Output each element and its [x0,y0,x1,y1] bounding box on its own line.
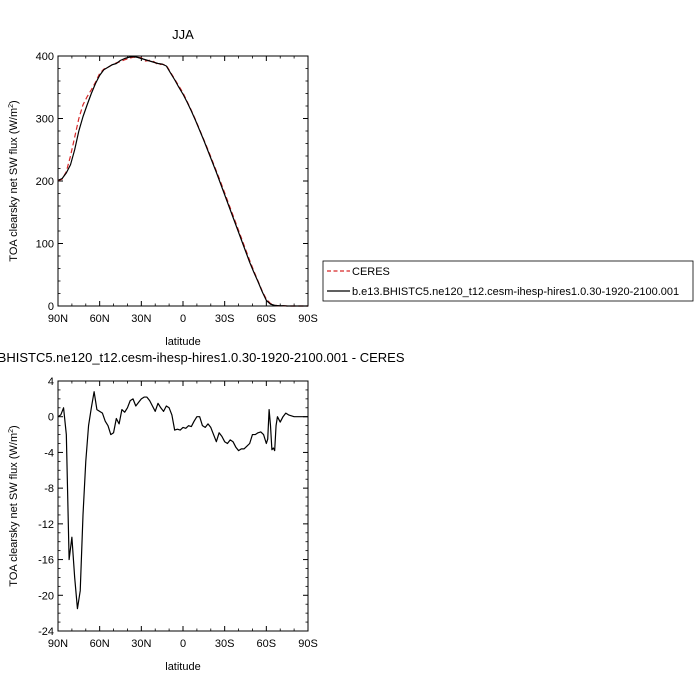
bottom-xtick-label: 90S [298,638,318,650]
legend-label-model: b.e13.BHISTC5.ne120_t12.cesm-ihesp-hires… [352,286,679,298]
bottom-axis-ticks: 90N 60N 30N 0 30S 60S 90S 4 0 -4 -8 -12 -16 -20 -24 [38,376,318,650]
bottom-ytick-label: -8 [44,483,54,495]
bottom-ytick-label: 4 [48,376,54,388]
bottom-ytick-label: -16 [38,555,54,567]
top-ytick-label: 300 [36,114,54,126]
top-title: JJA [172,27,194,42]
top-xtick-label: 60N [90,313,110,325]
bottom-ytick-label: -12 [38,519,54,531]
top-panel: JJA 90N 60N 30N 0 30S 60S 90S 0 100 200 300 400 lat… [8,27,694,348]
top-xtick-label: 60S [257,313,277,325]
bottom-ytick-label: -24 [38,626,54,638]
bottom-ylabel: TOA clearsky net SW flux (W/m2) [8,425,20,586]
bottom-panel: b.e13.BHISTC5.ne120_t12.cesm-ihesp-hires… [0,350,405,673]
top-ytick-label: 200 [36,176,54,188]
bottom-xlabel: latitude [165,661,200,673]
top-xtick-label: 90S [298,313,318,325]
top-ytick-label: 0 [48,301,54,313]
bottom-series-line-0 [57,391,308,610]
top-axis-ticks: 90N 60N 30N 0 30S 60S 90S 0 100 200 300 400 [36,51,318,325]
bottom-ytick-label: -20 [38,590,54,602]
bottom-xtick-label: 0 [180,638,186,650]
legend-label-ceres: CERES [352,266,390,278]
top-ylabel: TOA clearsky net SW flux (W/m2) [8,100,20,261]
bottom-series-layer [57,391,308,610]
top-xlabel: latitude [165,336,200,348]
top-ytick-label: 100 [36,239,54,251]
top-xtick-label: 90N [48,313,68,325]
bottom-xtick-label: 60N [90,638,110,650]
bottom-title: b.e13.BHISTC5.ne120_t12.cesm-ihesp-hires… [0,350,405,365]
top-series-line-1 [57,56,308,307]
bottom-xtick-label: 30S [215,638,235,650]
bottom-xtick-label: 60S [257,638,277,650]
top-xtick-label: 30N [131,313,151,325]
bottom-xtick-label: 30N [131,638,151,650]
top-series-layer [57,56,308,307]
bottom-ytick-label: -4 [44,447,54,459]
bottom-plot-frame [57,380,309,632]
top-xtick-label: 0 [180,313,186,325]
top-ytick-label: 400 [36,51,54,63]
legend-box [322,260,694,302]
legend: CERES b.e13.BHISTC5.ne120_t12.cesm-ihesp… [322,260,694,302]
bottom-ytick-label: 0 [48,412,54,424]
top-xtick-label: 30S [215,313,235,325]
bottom-xtick-label: 90N [48,638,68,650]
